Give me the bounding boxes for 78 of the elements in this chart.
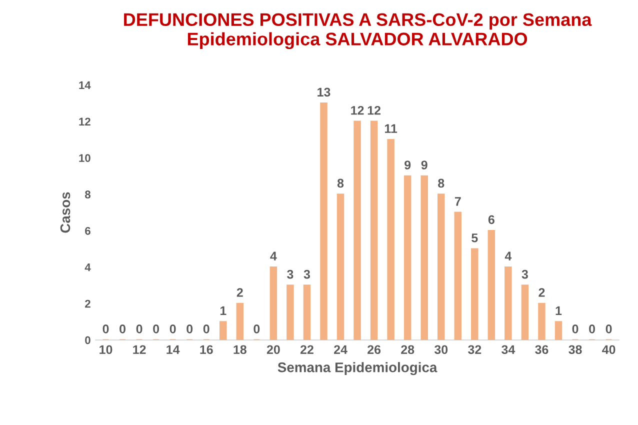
chart-title: DEFUNCIONES POSITIVAS A SARS-CoV-2 por Semana Epidemiologica SALVADOR ALVARADO xyxy=(124,13,592,50)
x-tick-label: 32 xyxy=(468,345,482,354)
bar xyxy=(354,120,361,340)
y-tick-label: 0 xyxy=(85,336,90,344)
data-label: 12 xyxy=(351,106,364,115)
data-label: 5 xyxy=(472,234,478,242)
x-tick-label: 34 xyxy=(502,345,516,354)
data-label: 0 xyxy=(254,324,260,334)
y-axis-title: Casos xyxy=(60,192,70,233)
data-label: 3 xyxy=(304,270,310,279)
x-tick-label: 20 xyxy=(266,345,280,354)
bar xyxy=(236,302,244,340)
data-label: 0 xyxy=(589,324,595,334)
bar xyxy=(488,230,496,340)
x-tick-label: 36 xyxy=(535,345,548,354)
data-label: 12 xyxy=(368,106,380,115)
bar xyxy=(370,120,378,340)
bar xyxy=(504,266,512,340)
x-tick-label: 14 xyxy=(166,345,180,354)
data-label: 1 xyxy=(556,306,562,316)
x-tick-label: 10 xyxy=(100,345,112,354)
x-tick-label: 22 xyxy=(300,345,314,354)
data-label: 2 xyxy=(236,288,243,297)
y-tick-label: 6 xyxy=(85,226,90,235)
data-label: 1 xyxy=(220,306,226,316)
bar xyxy=(336,194,344,340)
bar xyxy=(420,175,428,340)
data-label: 0 xyxy=(102,324,109,334)
bar xyxy=(554,321,562,340)
x-tick-label: 40 xyxy=(602,345,616,354)
data-label: 0 xyxy=(170,324,176,334)
data-label: 9 xyxy=(421,160,428,170)
data-label: 0 xyxy=(153,324,160,334)
x-tick-label: 38 xyxy=(568,345,582,354)
bar xyxy=(303,284,311,340)
data-label: 13 xyxy=(318,88,330,97)
x-tick-label: 18 xyxy=(234,345,246,354)
y-tick-label: 14 xyxy=(79,81,91,90)
y-tick-label: 12 xyxy=(79,118,90,126)
data-label: 8 xyxy=(337,178,344,188)
data-label: 0 xyxy=(203,324,210,334)
data-label: 4 xyxy=(504,252,512,260)
data-label: 0 xyxy=(606,324,612,334)
x-axis-title: Semana Epidemiologica xyxy=(278,362,438,376)
bar xyxy=(471,248,478,340)
data-label: 4 xyxy=(270,252,277,260)
y-tick-label: 4 xyxy=(84,264,91,272)
bar xyxy=(220,321,227,340)
data-label: 11 xyxy=(384,124,398,133)
data-label: 0 xyxy=(136,324,142,334)
data-label: 0 xyxy=(120,324,126,334)
y-tick-label: 2 xyxy=(85,300,90,308)
bar xyxy=(437,194,445,340)
x-tick-label: 16 xyxy=(200,345,213,354)
data-label: 3 xyxy=(522,270,528,279)
bar xyxy=(387,138,394,340)
bar xyxy=(286,284,294,340)
x-tick-label: 26 xyxy=(368,345,381,354)
x-tick-label: 24 xyxy=(334,345,348,354)
bar xyxy=(404,175,412,340)
bar xyxy=(270,266,278,340)
data-label: 0 xyxy=(572,324,578,334)
x-tick-label: 12 xyxy=(133,345,146,354)
y-tick-label: 8 xyxy=(85,190,90,198)
data-label: 9 xyxy=(404,160,411,170)
y-tick-label: 10 xyxy=(79,154,90,162)
data-label: 0 xyxy=(186,324,193,334)
x-tick-label: 30 xyxy=(434,345,448,354)
bar xyxy=(320,102,328,340)
data-label: 8 xyxy=(438,178,444,188)
data-label: 2 xyxy=(538,288,545,297)
data-label: 7 xyxy=(454,197,461,206)
x-tick-label: 28 xyxy=(401,345,414,354)
bar xyxy=(538,302,546,340)
bar xyxy=(454,212,462,340)
data-label: 3 xyxy=(287,270,294,279)
data-label: 6 xyxy=(488,215,494,224)
bar xyxy=(521,284,529,340)
